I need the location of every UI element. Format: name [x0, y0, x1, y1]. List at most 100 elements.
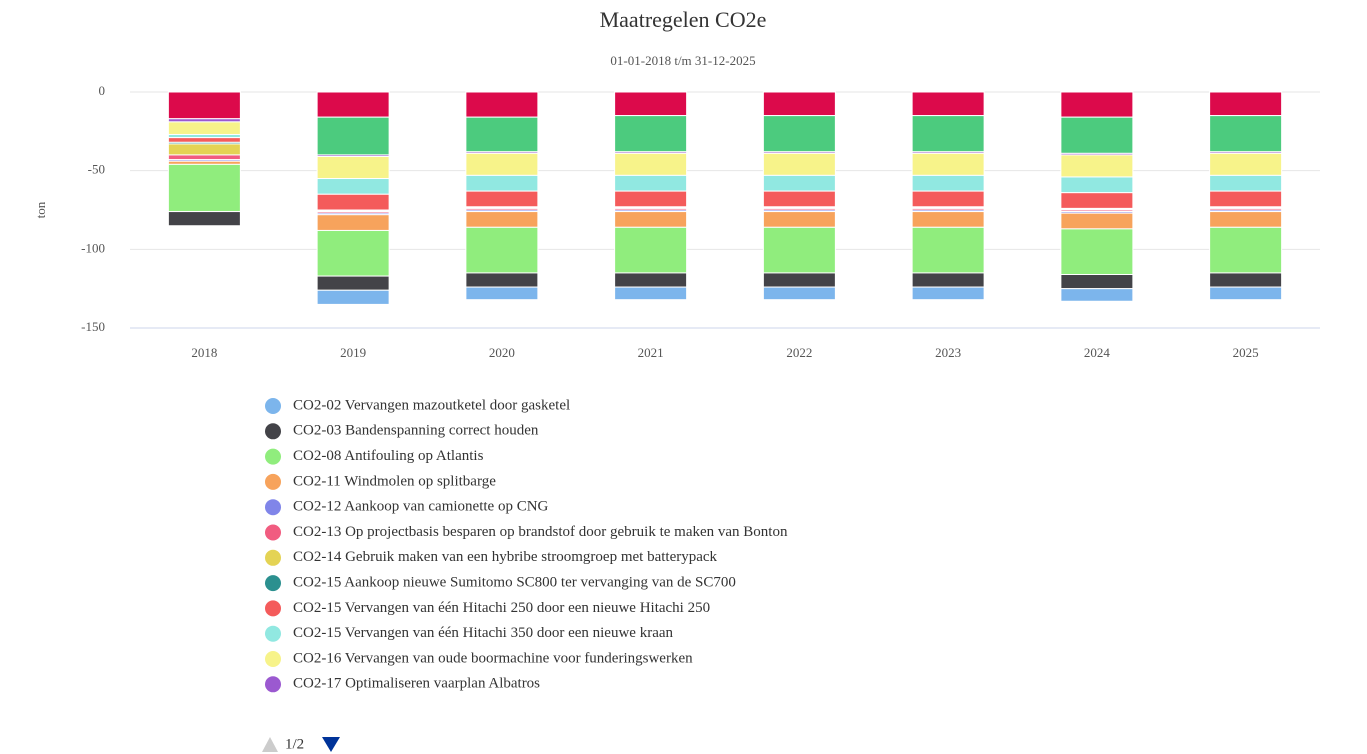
x-tick-label: 2024	[1084, 345, 1111, 360]
bar-segment	[1060, 91, 1134, 118]
bar-segment	[465, 116, 539, 153]
bar-segment	[614, 174, 688, 192]
bar-segment	[911, 286, 985, 301]
chart-title: Maatregelen CO2e	[600, 7, 767, 32]
bar-segment	[316, 193, 390, 211]
bar-segment	[465, 211, 539, 228]
bar-segment	[911, 152, 985, 176]
legend-page: 1/2	[285, 736, 304, 752]
bar-segment	[1060, 116, 1134, 154]
bar-segment	[911, 190, 985, 208]
legend-swatch	[265, 600, 281, 617]
bar-segment	[465, 226, 539, 274]
legend-label: CO2-16 Vervangen van oude boormachine vo…	[293, 650, 693, 666]
bar-segment	[167, 121, 241, 135]
legend-prev[interactable]	[262, 737, 278, 752]
x-tick-label: 2025	[1233, 345, 1259, 360]
legend-label: CO2-15 Vervangen van één Hitachi 350 doo…	[293, 625, 674, 641]
bar-segment	[762, 174, 836, 192]
bar-segment	[614, 91, 688, 117]
bar-segment	[316, 116, 390, 156]
bar-segment	[316, 156, 390, 180]
legend-label: CO2-03 Bandenspanning correct houden	[293, 423, 539, 439]
bar-segment	[1209, 174, 1283, 192]
bar-segment	[1060, 228, 1134, 276]
bar-segment	[911, 115, 985, 153]
bar-segment	[762, 152, 836, 176]
bar-segment	[762, 272, 836, 288]
bar-segment	[465, 190, 539, 208]
bar-segment	[465, 152, 539, 176]
bar-segment	[911, 211, 985, 228]
legend-swatch	[265, 473, 281, 490]
bar-segment	[1060, 288, 1134, 302]
bar-segment	[1209, 226, 1283, 274]
legend-swatch	[265, 676, 281, 693]
bar-segment	[614, 286, 688, 301]
bar-segment	[1060, 212, 1134, 230]
bar-segment	[614, 211, 688, 228]
bar-segment	[167, 91, 241, 120]
y-tick-label: 0	[99, 83, 106, 98]
legend-swatch	[265, 575, 281, 592]
bar-segment	[465, 286, 539, 301]
bar-segment	[1209, 190, 1283, 208]
bar-segment	[1209, 115, 1283, 153]
legend-next[interactable]	[322, 737, 340, 752]
bar-segment	[762, 91, 836, 117]
chart-subtitle: 01-01-2018 t/m 31-12-2025	[610, 53, 755, 68]
bar-segment	[1060, 176, 1134, 194]
bar-segment	[614, 226, 688, 274]
bar-segment	[911, 226, 985, 274]
legend-swatch	[265, 398, 281, 414]
x-tick-label: 2022	[786, 345, 812, 360]
legend-label: CO2-12 Aankoop van camionette op CNG	[293, 499, 549, 515]
legend-label: CO2-15 Aankoop nieuwe Sumitomo SC800 ter…	[293, 575, 736, 591]
x-tick-label: 2023	[935, 345, 961, 360]
legend-label: CO2-17 Optimaliseren vaarplan Albatros	[293, 676, 540, 692]
bar-segment	[167, 163, 241, 213]
bar-segment	[614, 152, 688, 176]
bar-segment	[316, 178, 390, 195]
legend-label: CO2-15 Vervangen van één Hitachi 250 doo…	[293, 600, 710, 616]
bar-segment	[1209, 211, 1283, 228]
bar-segment	[911, 91, 985, 117]
x-tick-label: 2019	[340, 345, 366, 360]
bar-segment	[1209, 91, 1283, 117]
bar-segment	[465, 272, 539, 288]
legend-swatch	[265, 625, 281, 642]
legend-label: CO2-08 Antifouling op Atlantis	[293, 448, 484, 464]
legend-label: CO2-13 Op projectbasis besparen op brand…	[293, 524, 788, 540]
bar-segment	[1060, 274, 1134, 290]
legend-swatch	[265, 524, 281, 541]
bar-segment	[762, 226, 836, 274]
bar-segment	[1209, 286, 1283, 301]
legend-swatch	[265, 448, 281, 465]
bar-segment	[316, 275, 390, 291]
legend-swatch	[265, 423, 281, 440]
legend-swatch	[265, 499, 281, 516]
bar-segment	[614, 115, 688, 153]
legend-swatch	[265, 549, 281, 566]
bar-segment	[316, 214, 390, 231]
bar-segment	[316, 91, 390, 118]
bar-segment	[167, 154, 241, 161]
bar-segment	[1209, 272, 1283, 288]
bar-segment	[316, 229, 390, 277]
bar-segment	[465, 174, 539, 192]
legend-swatch	[265, 651, 281, 667]
bar-segment	[167, 137, 241, 143]
bar-segment	[762, 211, 836, 228]
legend-label: CO2-14 Gebruik maken van een hybribe str…	[293, 549, 718, 565]
bar-segment	[911, 174, 985, 192]
y-tick-label: -100	[81, 240, 105, 255]
y-tick-label: -50	[88, 162, 105, 177]
bar-segment	[167, 143, 241, 156]
x-tick-label: 2020	[489, 345, 515, 360]
x-tick-label: 2018	[191, 345, 217, 360]
y-axis-title: ton	[33, 201, 48, 218]
bar-segment	[614, 190, 688, 208]
bar-segment	[316, 289, 390, 305]
bar-segment	[465, 91, 539, 118]
